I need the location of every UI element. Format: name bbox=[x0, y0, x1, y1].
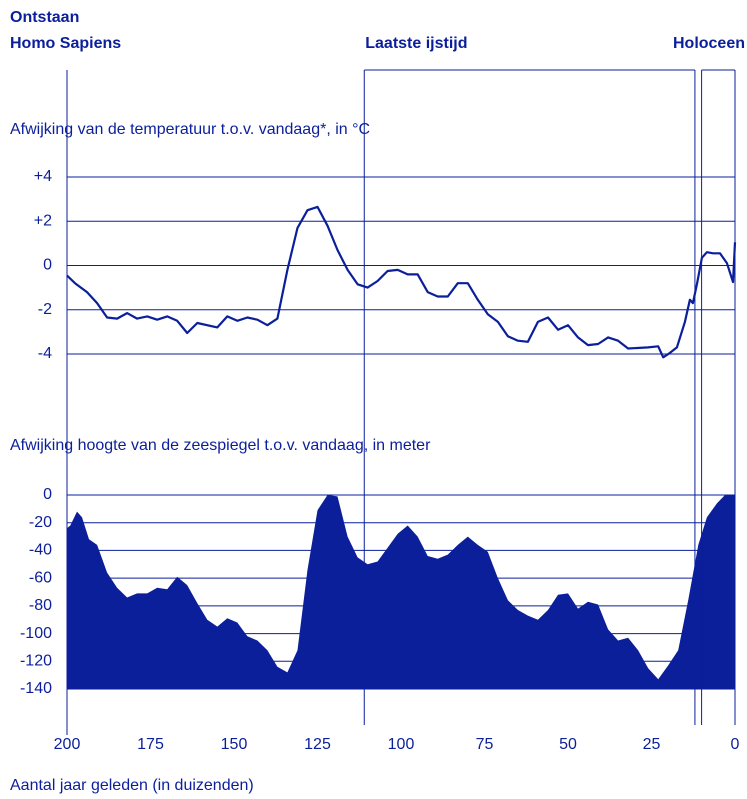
y-tick-label: -20 bbox=[29, 514, 52, 531]
x-axis-label: Aantal jaar geleden (in duizenden) bbox=[10, 777, 254, 794]
y-tick-label: -140 bbox=[20, 680, 52, 697]
y-tick-label: -2 bbox=[38, 301, 52, 318]
period-label: Holoceen bbox=[673, 35, 745, 52]
y-tick-label: -4 bbox=[38, 345, 52, 362]
sea-level-area bbox=[67, 495, 735, 689]
y-tick-label: +4 bbox=[34, 168, 52, 185]
x-tick-label: 150 bbox=[221, 736, 248, 753]
panel-title: Afwijking hoogte van de zeespiegel t.o.v… bbox=[10, 437, 431, 454]
period-label: Laatste ijstijd bbox=[365, 35, 467, 52]
y-tick-label: -100 bbox=[20, 625, 52, 642]
x-tick-label: 200 bbox=[54, 736, 81, 753]
y-tick-label: -120 bbox=[20, 653, 52, 670]
y-tick-label: -60 bbox=[29, 569, 52, 586]
x-tick-label: 100 bbox=[388, 736, 415, 753]
x-tick-label: 0 bbox=[731, 736, 740, 753]
y-tick-label: -40 bbox=[29, 542, 52, 559]
panel-title: Afwijking van de temperatuur t.o.v. vand… bbox=[10, 121, 370, 138]
x-tick-label: 25 bbox=[643, 736, 661, 753]
temperature-line bbox=[66, 205, 737, 359]
x-tick-label: 175 bbox=[137, 736, 164, 753]
y-tick-label: 0 bbox=[43, 257, 52, 274]
period-label: Ontstaan bbox=[10, 9, 79, 26]
y-tick-label: -80 bbox=[29, 597, 52, 614]
x-tick-label: 125 bbox=[304, 736, 331, 753]
y-tick-label: +2 bbox=[34, 212, 52, 229]
y-tick-label: 0 bbox=[43, 486, 52, 503]
x-tick-label: 75 bbox=[476, 736, 494, 753]
period-label: Homo Sapiens bbox=[10, 35, 121, 52]
x-tick-label: 50 bbox=[559, 736, 577, 753]
